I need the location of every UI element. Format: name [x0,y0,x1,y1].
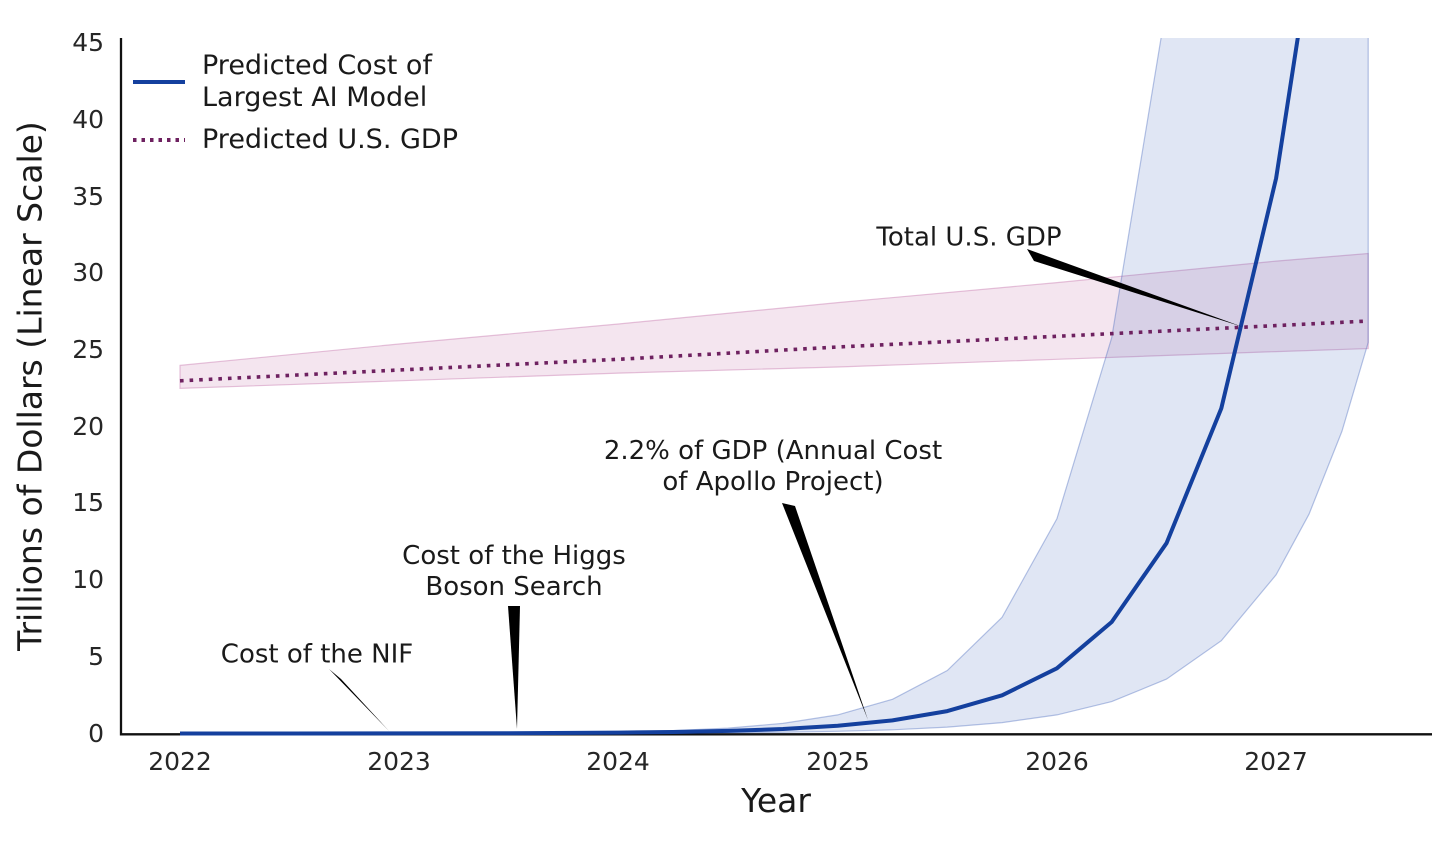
x-tick-label: 2022 [148,747,212,776]
legend-item-ai-cost: Predicted Cost of Largest AI Model [133,50,458,115]
y-tick-label: 10 [72,565,104,594]
y-tick-label: 5 [88,642,104,671]
annotation-label: Cost of the Higgs Boson Search [402,540,626,602]
annotation-label: 2.2% of GDP (Annual Cost of Apollo Proje… [603,435,943,497]
y-tick-label: 35 [72,182,104,211]
x-tick-label: 2023 [367,747,431,776]
annotation-wedge [782,503,868,720]
y-tick-label: 15 [72,488,104,517]
legend: Predicted Cost of Largest AI Model Predi… [133,50,458,156]
legend-label: Predicted U.S. GDP [202,123,458,155]
y-tick-label: 40 [72,105,104,134]
solid-line-swatch-icon [133,80,185,85]
y-tick-label: 20 [72,412,104,441]
y-axis-label: Trillions of Dollars (Linear Scale) [10,121,50,651]
x-tick-label: 2027 [1244,747,1308,776]
legend-label: Predicted Cost of Largest AI Model [202,50,432,114]
annotation-wedge [508,606,520,729]
x-tick-label: 2024 [586,747,650,776]
annotation-label: Cost of the NIF [220,639,414,670]
gdp-confidence-band [179,252,1369,390]
plot-area [179,38,1369,736]
y-tick-label: 45 [72,28,104,57]
x-tick-label: 2025 [806,747,870,776]
x-tick-label: 2026 [1025,747,1089,776]
annotation-wedge [329,669,389,731]
y-tick-label: 0 [88,719,104,748]
ai-cost-line [180,38,1300,736]
gdp-line [179,319,1369,383]
ai-cost-confidence-band [180,38,1369,735]
x-axis-label: Year [741,781,811,820]
y-tick-label: 30 [72,258,104,287]
annotation-label: Total U.S. GDP [876,222,1062,253]
dotted-line-swatch-icon [133,137,185,142]
annotation-wedge [1027,249,1243,327]
legend-item-us-gdp: Predicted U.S. GDP [133,124,458,156]
y-tick-label: 25 [72,335,104,364]
